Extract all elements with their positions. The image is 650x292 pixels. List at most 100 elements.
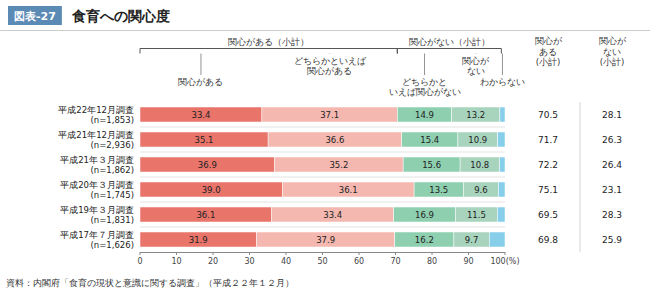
tick-label: 80 (427, 257, 437, 266)
bar-segment (500, 157, 505, 172)
tick-label: 20 (208, 257, 218, 266)
tick-label: 100(%) (490, 257, 519, 266)
bracket-label: 関心がない（小計） (409, 37, 490, 47)
tick-mark (249, 252, 250, 255)
header-tick (502, 54, 503, 76)
text-line: 関心がある (178, 77, 223, 87)
bar-segment (498, 132, 505, 147)
header-tick (200, 54, 201, 76)
bar-segment (454, 232, 489, 247)
title-strip: 図表-27 食育への関心度 (0, 6, 650, 31)
legend-swatch-anchor (472, 45, 480, 46)
text-line: いえば関心がない (389, 87, 461, 97)
tick-label: 90 (463, 257, 473, 266)
bar-segment (397, 107, 451, 122)
bars (140, 107, 505, 247)
bar-segment (140, 132, 268, 147)
data-label: 36.9 (198, 160, 217, 170)
x-axis: 0102030405060708090100(%) (137, 252, 519, 266)
data-label: 35.1 (195, 135, 214, 145)
column-divider (580, 102, 581, 252)
legend-swatch-anchor (421, 66, 429, 67)
column-value: 28.1 (602, 110, 622, 120)
column-value: 25.9 (602, 235, 622, 245)
data-label: 16.9 (415, 210, 434, 220)
text-line: わからない (480, 77, 525, 87)
legend-swatch-anchor (498, 66, 506, 67)
data-label: 15.4 (420, 135, 439, 145)
tick-mark (359, 252, 360, 255)
text-line: 関心がある (307, 66, 352, 76)
legend-entry: 関心がある (178, 77, 223, 87)
title: 食育への関心度 (71, 8, 170, 24)
bracket (397, 49, 501, 54)
data-label: 36.1 (339, 185, 358, 195)
text-line: どちらかと (402, 77, 447, 87)
tick-mark (176, 252, 177, 255)
tick-label: 40 (281, 257, 291, 266)
bar-segment (458, 132, 498, 147)
text-line: (n=1,862) (91, 165, 134, 175)
bar-segment (497, 207, 505, 222)
bar-segment (272, 207, 394, 222)
column-value: 70.5 (538, 110, 558, 120)
header-tick (424, 54, 425, 76)
column-value: 72.2 (538, 160, 558, 170)
bar-segment (500, 107, 505, 122)
text-line: (n=1,626) (91, 240, 134, 250)
column-value: 69.5 (538, 210, 558, 220)
text-line: (小計) (600, 57, 625, 67)
row-label: 平成19年３月調査(n=1,831) (60, 205, 134, 225)
figure-label: 図表-27 (14, 10, 56, 23)
bar-segment (256, 232, 394, 247)
row-separator (140, 177, 505, 178)
row-separator (140, 127, 505, 128)
data-label: 33.4 (323, 210, 342, 220)
row-label: 平成21年３月調査(n=1,862) (60, 155, 134, 175)
bar-segment (275, 157, 403, 172)
row-separator (140, 152, 505, 153)
text-line: 平成17年７月調査 (60, 230, 134, 240)
text-line: 関心が (462, 56, 490, 66)
legend-entry: 関心がない (462, 56, 490, 76)
data-label: 15.6 (422, 160, 441, 170)
data-label: 36.6 (325, 135, 344, 145)
row-label: 平成17年７月調査(n=1,626) (60, 230, 134, 250)
text-line: (n=1,853) (91, 115, 134, 125)
column-value: 69.8 (538, 235, 558, 245)
tick-mark (140, 252, 141, 255)
text-line: 平成21年12月調査 (58, 130, 134, 140)
text-line: ある (539, 47, 557, 57)
text-line: (n=1,831) (91, 215, 134, 225)
text-line: (小計) (536, 57, 561, 67)
row-label: 平成20年３月調査(n=1,745) (60, 180, 134, 200)
bar-segment (489, 232, 505, 247)
text-line: 平成19年３月調査 (60, 205, 134, 215)
data-label: 10.8 (470, 160, 489, 170)
row-separators (140, 127, 505, 227)
text-line: ない (467, 66, 485, 76)
tick-label: 70 (390, 257, 400, 266)
legend-entry: わからない (480, 77, 525, 87)
text-line: (n=1,745) (91, 190, 134, 200)
column-value: 71.7 (538, 135, 558, 145)
data-label: 35.2 (329, 160, 348, 170)
figure-label-box (8, 6, 62, 25)
tick-mark (432, 252, 433, 255)
row-labels: 平成22年12月調査(n=1,853)平成21年12月調査(n=2,936)平成… (58, 105, 134, 250)
bar-segment (394, 207, 456, 222)
text-line: どちらかといえば (294, 56, 367, 66)
bar-segment (282, 182, 414, 197)
legend-swatch-anchor (326, 45, 334, 46)
tick-label: 60 (354, 257, 364, 266)
data-label: 10.9 (468, 135, 487, 145)
column-value: 26.3 (602, 135, 622, 145)
row-separator (140, 227, 505, 228)
tick-label: 0 (137, 257, 142, 266)
row-label: 平成21年12月調査(n=2,936) (58, 130, 134, 150)
bar-segment (140, 107, 262, 122)
column-value: 23.1 (602, 185, 622, 195)
bar-segment (452, 107, 500, 122)
legend-entry: どちらかといえば関心がない (389, 77, 461, 97)
data-label: 13.5 (429, 185, 448, 195)
